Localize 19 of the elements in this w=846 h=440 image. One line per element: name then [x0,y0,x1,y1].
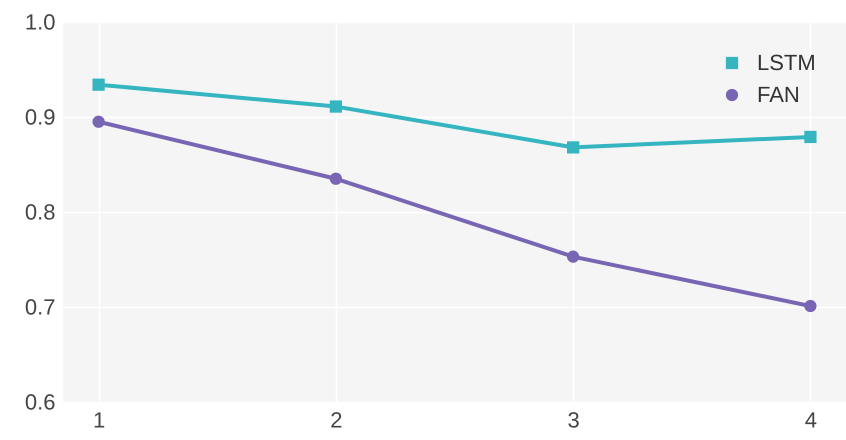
point [804,300,817,312]
legend-label: LSTM [757,50,816,75]
point [92,78,105,91]
x-tick-label: 4 [804,408,818,432]
legend-label: FAN [757,82,800,107]
point [567,141,580,154]
point [92,116,105,128]
point [330,100,342,113]
x-tick-label: 3 [568,408,580,432]
x-tick-label: 1 [92,408,106,432]
y-tick-label: 0.6 [24,390,56,414]
y-tick-label: 0.9 [24,104,56,130]
point [804,130,817,144]
point [567,250,580,263]
x-tick-label: 2 [330,408,342,432]
y-tick-label: 0.8 [24,200,56,224]
point [330,172,342,185]
y-tick-label: 0.7 [24,294,56,320]
y-tick-label: 1.0 [24,10,56,34]
